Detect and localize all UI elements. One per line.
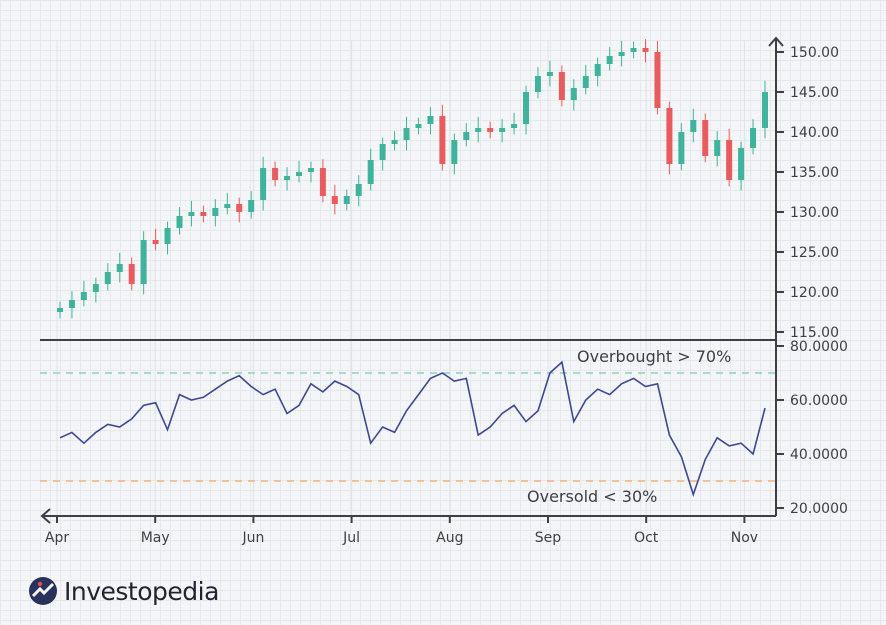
candle-up	[188, 212, 195, 216]
rsi-tick-label: 20.0000	[790, 501, 848, 517]
candle-down	[331, 196, 338, 204]
price-tick-label: 145.00	[790, 85, 839, 101]
candle-down	[272, 168, 279, 180]
candle-up	[499, 128, 506, 132]
candle-up	[463, 132, 470, 140]
candle-up	[606, 56, 613, 64]
candle-up	[212, 208, 219, 216]
candle-up	[750, 128, 757, 148]
candle-up	[284, 176, 291, 180]
candle-up	[391, 140, 398, 144]
candle-down	[726, 140, 733, 180]
investopedia-logo: Investopedia	[28, 576, 219, 606]
candle-up	[92, 284, 99, 292]
candle-up	[57, 308, 63, 312]
candle-up	[618, 52, 625, 56]
candle-down	[200, 212, 207, 216]
candle-up	[678, 132, 685, 164]
candle-up	[403, 128, 410, 140]
candle-up	[355, 184, 362, 196]
investopedia-logo-icon	[29, 577, 57, 605]
candle-down	[319, 168, 326, 196]
candle-up	[762, 92, 768, 128]
x-tick-label: Jun	[241, 530, 264, 546]
brand-name: Investopedia	[64, 576, 219, 606]
candle-up	[367, 160, 374, 184]
candle-up	[427, 116, 434, 124]
candle-up	[690, 120, 697, 132]
candle-up	[415, 124, 422, 128]
rsi-tick-label: 40.0000	[790, 447, 848, 463]
overbought-label: Overbought > 70%	[577, 347, 731, 366]
x-tick-label: Jul	[342, 530, 360, 546]
candle-up	[534, 76, 541, 92]
rsi-tick-label: 80.0000	[790, 339, 848, 355]
x-tick-label: Nov	[731, 530, 758, 546]
candle-up	[224, 204, 231, 208]
candle-up	[451, 140, 458, 164]
candle-down	[487, 128, 494, 132]
rsi-tick-label: 60.0000	[790, 393, 848, 409]
candle-up	[248, 200, 255, 212]
price-tick-label: 150.00	[790, 45, 839, 61]
price-tick-label: 140.00	[790, 125, 839, 141]
candle-up	[594, 64, 601, 76]
candle-up	[738, 148, 745, 180]
candle-down	[128, 264, 135, 284]
x-tick-label: Oct	[634, 530, 659, 546]
candle-up	[116, 264, 123, 272]
candle-up	[582, 76, 589, 88]
x-tick-label: Aug	[436, 530, 463, 546]
price-tick-label: 125.00	[790, 245, 839, 261]
candle-up	[630, 48, 637, 52]
candle-up	[343, 196, 350, 204]
candle-up	[475, 128, 482, 132]
rsi-series-line	[59, 360, 766, 498]
oversold-label: Oversold < 30%	[527, 487, 657, 506]
candle-down	[558, 72, 565, 100]
price-tick-label: 120.00	[790, 285, 839, 301]
candle-up	[295, 172, 302, 176]
x-axis-arrow-icon	[40, 508, 51, 524]
candle-up	[104, 272, 111, 284]
candle-down	[642, 48, 649, 52]
candle-up	[80, 292, 87, 300]
candle-up	[379, 144, 386, 160]
candle-down	[654, 52, 661, 108]
candle-up	[260, 168, 267, 200]
y-axis-arrow-icon	[768, 36, 784, 47]
x-tick-label: May	[141, 530, 170, 546]
candle-down	[702, 120, 709, 156]
candle-up	[307, 168, 314, 172]
candle-up	[511, 124, 518, 128]
candle-down	[236, 204, 243, 212]
price-tick-label: 115.00	[790, 325, 839, 341]
candle-up	[523, 92, 530, 124]
candle-up	[714, 140, 721, 156]
price-tick-label: 130.00	[790, 205, 839, 221]
candle-down	[439, 116, 446, 164]
candle-down	[666, 108, 673, 164]
x-tick-label: Sep	[535, 530, 562, 546]
candle-up	[570, 88, 577, 100]
candle-up	[546, 72, 553, 76]
price-tick-label: 135.00	[790, 165, 839, 181]
candle-up	[164, 228, 171, 244]
candle-up	[68, 300, 75, 308]
candle-down	[152, 240, 159, 244]
candle-up	[176, 216, 183, 228]
candle-up	[140, 240, 147, 284]
x-tick-label: Apr	[45, 530, 69, 546]
